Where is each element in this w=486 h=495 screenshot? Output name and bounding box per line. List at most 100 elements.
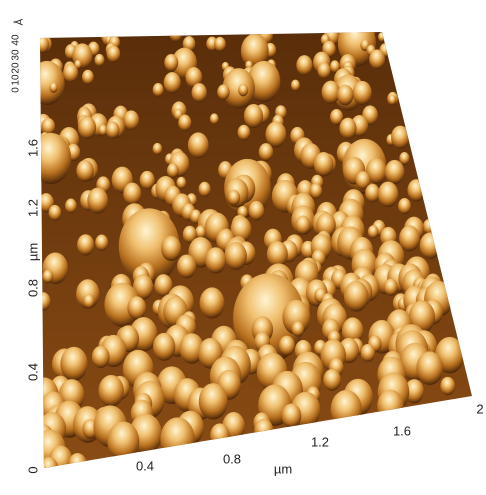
surface-grain: [160, 417, 194, 460]
surface-grain: [107, 45, 121, 62]
surface-grain: [210, 113, 219, 124]
surface-grain: [292, 321, 304, 336]
x-tick-label: 2: [476, 401, 483, 416]
x-tick-label: 1.6: [393, 423, 411, 438]
surface-grain: [344, 281, 369, 312]
surface-grain: [368, 225, 379, 238]
surface-grain: [169, 25, 182, 42]
surface-grain: [153, 83, 164, 97]
surface-grain: [87, 188, 108, 214]
surface-grain: [95, 235, 108, 251]
z-axis: Å 40 30 20 10 0: [11, 18, 26, 92]
surface-grain: [107, 422, 139, 462]
surface-grain: [92, 346, 110, 368]
surface-grain: [407, 179, 425, 201]
y-tick-label: 0: [25, 466, 40, 473]
surface-grain: [199, 15, 214, 34]
surface-grain: [398, 198, 411, 214]
surface-grain: [164, 72, 181, 93]
surface-grain: [378, 182, 399, 208]
surface-grain: [378, 32, 386, 42]
surface-grain: [164, 54, 178, 71]
surface-grain: [384, 279, 398, 296]
y-axis: 0 0.4 0.8 1.2 1.6 µm: [25, 139, 40, 474]
surface-grain: [49, 205, 62, 221]
surface-grain: [217, 84, 229, 99]
surface-grain: [369, 49, 385, 69]
surface-grain: [238, 125, 251, 141]
x-unit: µm: [274, 461, 292, 476]
y-tick-label: 0.4: [25, 363, 40, 381]
surface-grain: [192, 83, 207, 102]
z-tick-label: 30: [11, 49, 22, 61]
z-tick-label: 10: [11, 74, 22, 86]
surface-grain: [95, 54, 105, 66]
surface-grain: [361, 344, 375, 362]
surface-grain: [177, 255, 196, 279]
surface-grain: [339, 118, 356, 139]
surface-grain: [282, 404, 302, 429]
surface-grain: [205, 247, 226, 273]
surface-grain: [295, 215, 310, 234]
surface-grain: [322, 81, 340, 104]
surface-grain: [176, 177, 186, 189]
surface-grain: [225, 242, 247, 270]
surface-grain: [60, 347, 87, 381]
surface-grain: [83, 294, 94, 308]
surface-grain: [167, 163, 179, 178]
surface-grain: [423, 219, 436, 235]
surface-grain: [153, 333, 175, 361]
surface-grain: [388, 95, 396, 105]
surface-grain: [144, 24, 151, 32]
surface-grain: [296, 55, 312, 75]
surface-grain: [77, 234, 94, 255]
surface-grain: [420, 232, 441, 259]
surface-grain: [199, 182, 211, 197]
surface-grain: [76, 160, 93, 182]
surface-grain: [178, 115, 191, 132]
surface-grain: [99, 375, 124, 407]
surface-grain: [266, 121, 287, 147]
surface-grain: [416, 351, 443, 385]
surface-grain: [195, 21, 203, 31]
surface-grain: [153, 143, 163, 155]
surface-grain: [43, 270, 54, 283]
y-tick-label: 1.2: [25, 199, 40, 217]
surface-grain: [199, 383, 228, 419]
surface-grain: [331, 390, 362, 429]
surface-grain: [29, 61, 64, 105]
surface-grain: [210, 423, 229, 447]
surface-grain: [259, 143, 273, 161]
x-tick-label: 1.2: [311, 434, 329, 449]
surface-grain: [63, 63, 78, 82]
surface-grain: [352, 81, 371, 105]
x-tick-label: 0.8: [223, 451, 241, 466]
surface-grain: [440, 377, 455, 395]
surface-grain: [200, 287, 225, 318]
surface-grain: [279, 336, 295, 356]
surface-grain: [391, 126, 410, 149]
y-unit: µm: [25, 243, 40, 261]
surface-grain: [337, 85, 354, 106]
afm-surface-image: Å 40 30 20 10 0 0 0.4 0.8 1.2 1.6 µm 0.4…: [0, 0, 486, 495]
z-tick-label: 0: [11, 87, 22, 93]
surface-grain: [123, 110, 139, 130]
surface-grain: [385, 160, 404, 184]
z-unit: Å: [13, 18, 26, 25]
surface-grain: [49, 82, 57, 92]
surface-grain: [188, 132, 209, 158]
surface-grain: [399, 225, 420, 251]
surface-grain: [161, 236, 181, 261]
surface-grain: [310, 183, 322, 199]
surface-grain: [318, 62, 331, 78]
surface-grain: [65, 199, 77, 214]
surface-grain: [82, 70, 94, 85]
y-tick-label: 0.8: [25, 279, 40, 297]
surface-grain: [244, 104, 263, 128]
surface-grain: [40, 457, 58, 480]
z-tick-label: 20: [11, 62, 22, 74]
surface-grain: [314, 152, 333, 176]
surface-grain: [195, 225, 206, 238]
surface-grain: [127, 296, 146, 319]
surface-grain: [254, 419, 273, 443]
